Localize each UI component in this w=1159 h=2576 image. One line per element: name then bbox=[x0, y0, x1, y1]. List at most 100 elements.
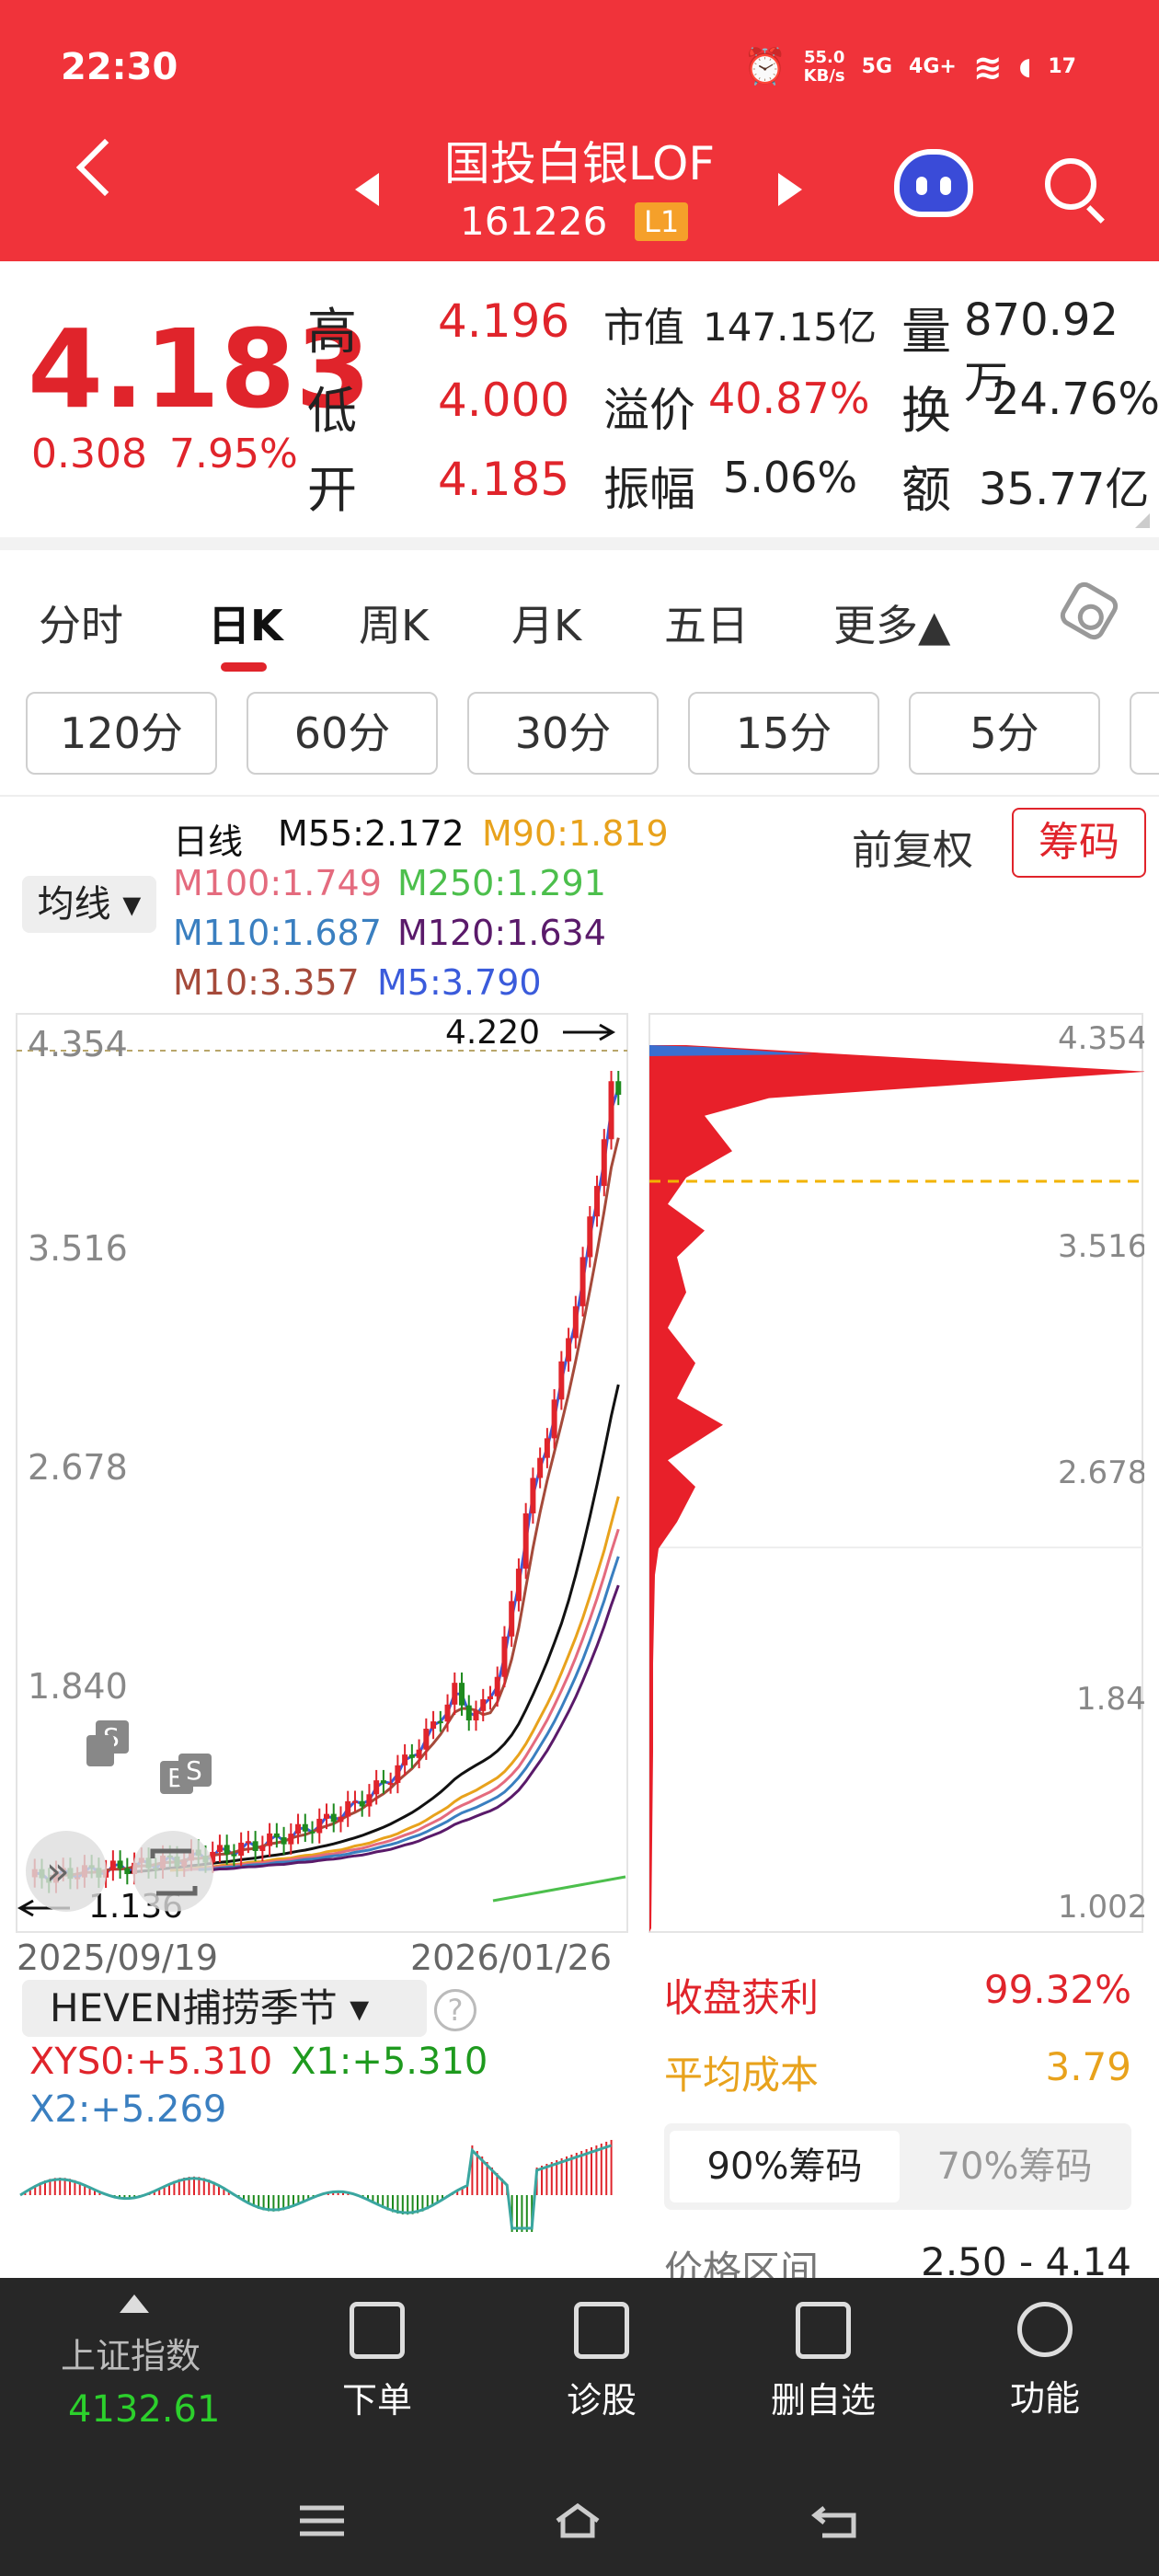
interval-15m[interactable]: 15分 bbox=[688, 692, 879, 775]
tab-more[interactable]: 更多▲ bbox=[833, 601, 951, 650]
expand-up-icon[interactable] bbox=[120, 2294, 149, 2313]
svg-text:»: » bbox=[46, 1848, 70, 1893]
indicator-line bbox=[19, 2144, 613, 2230]
turnover-value: 24.76% bbox=[992, 374, 1159, 425]
fullscreen-icon[interactable] bbox=[132, 1831, 213, 1912]
interval-5m[interactable]: 5分 bbox=[909, 692, 1100, 775]
ma-legend: 均线 ▾ 日线 M55:2.172 M90:1.819 M100:1.749 M… bbox=[0, 797, 1159, 1008]
bottom-toolbar: 上证指数 4132.61 下单 诊股 删自选 功能 bbox=[0, 2278, 1159, 2576]
candle-body bbox=[359, 1800, 365, 1807]
tab-70-chips[interactable]: 70%筹码 bbox=[936, 2145, 1093, 2188]
order-button[interactable]: 下单 bbox=[331, 2302, 423, 2422]
prev-stock-icon[interactable] bbox=[355, 173, 379, 206]
candle-body bbox=[473, 1710, 479, 1721]
candle-body bbox=[259, 1846, 266, 1851]
low-label: 低 bbox=[307, 382, 357, 440]
y-tick: 1.840 bbox=[28, 1666, 128, 1707]
divider bbox=[0, 537, 1159, 550]
next-stock-icon[interactable] bbox=[778, 173, 802, 206]
status-icons: ⏰ 55.0 KB/s 5G 4G+ ≋ ◖ 17 bbox=[743, 46, 1076, 87]
stock-name: 国投白银LOF bbox=[443, 137, 716, 190]
interval-30m[interactable]: 30分 bbox=[467, 692, 659, 775]
candlestick-chart[interactable]: 4.354 3.516 2.678 1.840 4.220 1.136 S B … bbox=[15, 1012, 629, 1936]
volume-label: 量 bbox=[901, 303, 951, 361]
candle-body bbox=[594, 1186, 601, 1217]
ma-line-m110 bbox=[198, 1556, 620, 1871]
expand-icon[interactable]: » bbox=[26, 1831, 107, 1912]
search-icon[interactable] bbox=[1045, 158, 1096, 210]
date-start: 2025/09/19 bbox=[17, 1938, 219, 1978]
period-tabs: 分时 日K 周K 月K 五日 更多▲ bbox=[0, 550, 1159, 672]
tab-monthly-k[interactable]: 月K bbox=[511, 601, 582, 650]
tab-weekly-k[interactable]: 周K bbox=[359, 601, 430, 650]
candle-body bbox=[224, 1845, 230, 1855]
interval-60m[interactable]: 60分 bbox=[247, 692, 438, 775]
diagnose-icon bbox=[574, 2302, 629, 2359]
candle-body bbox=[416, 1749, 422, 1758]
index-value: 4132.61 bbox=[68, 2388, 221, 2431]
turnover-label: 换 bbox=[901, 382, 951, 440]
alarm-icon: ⏰ bbox=[743, 46, 787, 86]
candle-body bbox=[351, 1800, 358, 1803]
function-button[interactable]: 功能 bbox=[999, 2302, 1091, 2421]
expand-corner-icon[interactable] bbox=[1135, 513, 1150, 528]
candle-body bbox=[109, 1860, 116, 1871]
last-price: 4.183 bbox=[28, 305, 372, 432]
profit-label: 收盘获利 bbox=[664, 1975, 820, 2020]
tab-90-chips[interactable]: 90%筹码 bbox=[670, 2131, 900, 2202]
nav-back-icon[interactable] bbox=[811, 2502, 863, 2539]
candle-body bbox=[515, 1569, 522, 1602]
wifi-icon: ≋ bbox=[972, 46, 1003, 87]
candle-body bbox=[273, 1833, 280, 1838]
remove-watchlist-button[interactable]: 删自选 bbox=[763, 2302, 883, 2422]
index-label[interactable]: 上证指数 bbox=[61, 2336, 201, 2376]
tab-daily-k[interactable]: 日K bbox=[208, 601, 283, 650]
indicator-x1: X1:+5.310 bbox=[291, 2041, 488, 2083]
interval-more[interactable] bbox=[1130, 692, 1159, 775]
indicator-panel: HEVEN捕捞季节 ▾ ? XYS0:+5.310 X1:+5.310 X2:+… bbox=[15, 1978, 629, 2282]
chip-percent-tabs: 90%筹码 70%筹码 bbox=[664, 2123, 1131, 2210]
active-tab-indicator bbox=[221, 662, 267, 672]
indicator-selector[interactable]: HEVEN捕捞季节 ▾ bbox=[22, 1980, 427, 2037]
diagnose-button[interactable]: 诊股 bbox=[556, 2302, 648, 2422]
menu-circle-icon bbox=[1017, 2302, 1073, 2357]
amp-label: 振幅 bbox=[603, 463, 695, 516]
chips-button[interactable]: 筹码 bbox=[1012, 808, 1146, 878]
candle-body bbox=[316, 1818, 323, 1834]
candle-body bbox=[444, 1704, 451, 1722]
candle-body bbox=[330, 1813, 337, 1823]
back-icon[interactable] bbox=[75, 138, 134, 197]
tab-five-day[interactable]: 五日 bbox=[664, 601, 749, 650]
candle-body bbox=[494, 1676, 500, 1696]
candle-body bbox=[544, 1438, 550, 1458]
low-value: 4.000 bbox=[438, 374, 570, 427]
date-end: 2026/01/26 bbox=[410, 1938, 613, 1978]
y-tick: 3.516 bbox=[28, 1228, 128, 1269]
robot-assistant-icon[interactable] bbox=[894, 149, 973, 217]
candle-body bbox=[566, 1338, 572, 1362]
candle-body bbox=[551, 1399, 557, 1439]
remove-icon bbox=[796, 2302, 851, 2359]
nav-home-icon[interactable] bbox=[552, 2502, 603, 2539]
open-label: 开 bbox=[307, 461, 357, 519]
candle-body bbox=[537, 1457, 544, 1478]
amp-value: 5.06% bbox=[723, 453, 858, 502]
adjust-mode[interactable]: 前复权 bbox=[852, 827, 973, 874]
chip-y-tick: 3.516 bbox=[1058, 1228, 1144, 1265]
nav-menu-icon[interactable] bbox=[296, 2502, 348, 2539]
tab-intraday[interactable]: 分时 bbox=[39, 601, 123, 650]
battery-level: 17 bbox=[1048, 55, 1076, 78]
ma-selector-button[interactable]: 均线 ▾ bbox=[22, 876, 156, 933]
candle-body bbox=[402, 1754, 408, 1765]
avg-cost-value: 3.79 bbox=[1045, 2044, 1131, 2089]
candle-body bbox=[124, 1868, 131, 1875]
candle-body bbox=[572, 1305, 579, 1339]
stock-code: 161226 bbox=[460, 199, 608, 244]
candle-body bbox=[309, 1831, 316, 1834]
candle-body bbox=[487, 1696, 493, 1700]
candle-body bbox=[395, 1765, 401, 1783]
interval-120m[interactable]: 120分 bbox=[26, 692, 217, 775]
help-icon[interactable]: ? bbox=[434, 1989, 476, 2031]
candle-body bbox=[509, 1601, 515, 1637]
